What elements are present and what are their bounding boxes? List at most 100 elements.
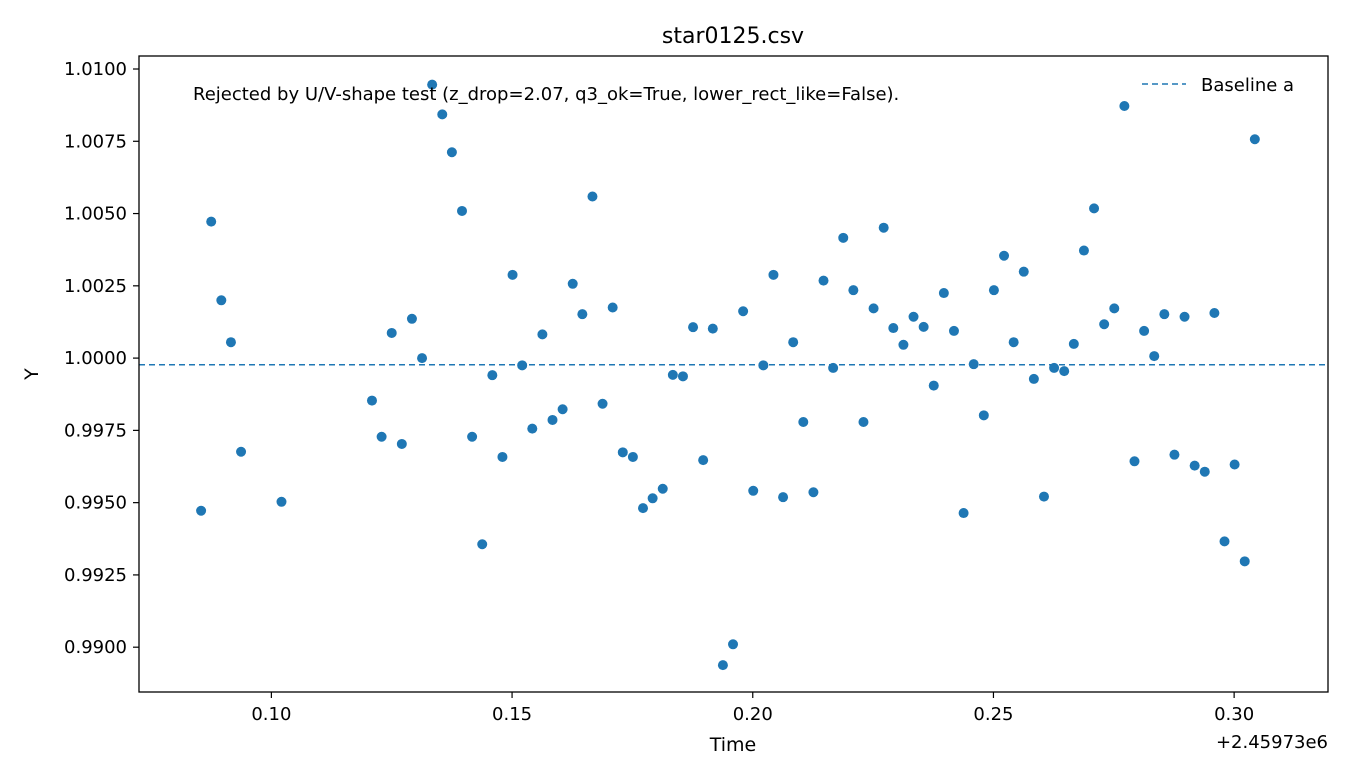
- legend: Baseline a: [1142, 75, 1294, 96]
- data-point: [1209, 308, 1220, 319]
- data-point: [1239, 556, 1250, 567]
- data-point: [1129, 456, 1140, 467]
- data-point: [878, 222, 889, 233]
- data-point: [577, 309, 588, 320]
- data-point: [1059, 366, 1070, 377]
- data-point: [527, 423, 538, 434]
- data-point: [1229, 459, 1240, 470]
- data-point: [1038, 491, 1049, 502]
- data-point: [848, 285, 859, 296]
- data-point: [978, 410, 989, 421]
- data-point: [758, 360, 769, 371]
- data-point: [507, 269, 518, 280]
- data-point: [768, 269, 779, 280]
- data-point: [948, 325, 959, 336]
- data-point: [677, 371, 688, 382]
- data-point: [938, 288, 949, 299]
- data-point: [688, 322, 699, 333]
- data-point: [1008, 337, 1019, 348]
- data-point: [928, 380, 939, 391]
- x-tick-label: 0.25: [973, 704, 1013, 725]
- data-point: [858, 416, 869, 427]
- x-tick-label: 0.15: [492, 704, 532, 725]
- data-point: [798, 416, 809, 427]
- data-point: [557, 404, 568, 415]
- data-point: [376, 431, 387, 442]
- x-tick-label: 0.20: [733, 704, 773, 725]
- legend-baseline-label: Baseline a: [1201, 75, 1294, 96]
- data-point: [638, 503, 649, 514]
- data-point: [236, 446, 247, 457]
- data-point: [1249, 134, 1260, 145]
- data-point: [386, 327, 397, 338]
- x-axis-offset-label: +2.45973e6: [1216, 732, 1328, 753]
- data-point: [838, 232, 849, 243]
- y-tick-label: 0.9975: [64, 420, 127, 441]
- data-point: [657, 483, 668, 494]
- data-point: [1089, 203, 1100, 214]
- data-point: [366, 395, 377, 406]
- data-point: [497, 451, 508, 462]
- data-point: [908, 311, 919, 322]
- data-point: [457, 205, 468, 216]
- y-tick-label: 0.9900: [64, 637, 127, 658]
- data-point: [1049, 362, 1060, 373]
- data-point: [446, 147, 457, 158]
- y-axis-ticks: 0.9900 0.9925 0.9950 0.9975 1.0000 1.0025 1.00…: [64, 59, 139, 658]
- data-point: [698, 455, 709, 466]
- data-point: [1189, 460, 1200, 471]
- y-tick-label: 0.9925: [64, 565, 127, 586]
- x-tick-label: 0.30: [1214, 704, 1254, 725]
- y-tick-label: 0.9950: [64, 493, 127, 514]
- data-point: [225, 337, 236, 348]
- y-tick-label: 1.0100: [64, 59, 127, 80]
- data-point: [828, 362, 839, 373]
- data-point: [617, 447, 628, 458]
- data-point: [276, 496, 287, 507]
- data-point: [427, 79, 438, 90]
- data-point: [868, 303, 879, 314]
- data-point: [206, 216, 217, 227]
- data-point: [477, 539, 488, 550]
- data-point: [958, 508, 969, 519]
- data-point: [1078, 245, 1089, 256]
- data-point: [587, 191, 598, 202]
- data-point: [717, 660, 728, 671]
- data-point: [968, 359, 979, 370]
- data-point: [728, 639, 739, 650]
- x-axis-ticks: 0.10 0.15 0.20 0.25 0.30: [251, 692, 1254, 725]
- data-point: [547, 414, 558, 425]
- data-point: [406, 313, 417, 324]
- data-point: [396, 438, 407, 449]
- data-point: [999, 250, 1010, 261]
- y-tick-label: 1.0050: [64, 204, 127, 225]
- data-point: [888, 323, 899, 334]
- data-point: [707, 323, 718, 334]
- data-point: [1068, 338, 1079, 349]
- chart-annotation: Rejected by U/V-shape test (z_drop=2.07,…: [193, 84, 899, 105]
- y-tick-label: 1.0075: [64, 131, 127, 152]
- y-tick-label: 1.0000: [64, 348, 127, 369]
- y-axis-label: Y: [21, 368, 43, 381]
- data-point: [417, 353, 428, 364]
- data-point: [1099, 319, 1110, 330]
- data-point: [667, 369, 678, 380]
- data-point: [517, 360, 528, 371]
- data-point: [808, 487, 819, 498]
- data-point: [1179, 311, 1190, 322]
- chart-title: star0125.csv: [662, 24, 804, 49]
- data-point: [1028, 373, 1039, 384]
- data-point: [788, 337, 799, 348]
- y-tick-label: 1.0025: [64, 276, 127, 297]
- plot-frame: [138, 55, 1329, 693]
- data-point: [818, 275, 829, 286]
- data-point: [467, 431, 478, 442]
- data-point: [647, 493, 658, 504]
- data-points: [196, 79, 1260, 671]
- data-point: [487, 370, 498, 381]
- data-point: [537, 329, 548, 340]
- data-point: [738, 306, 749, 317]
- data-point: [1018, 266, 1029, 277]
